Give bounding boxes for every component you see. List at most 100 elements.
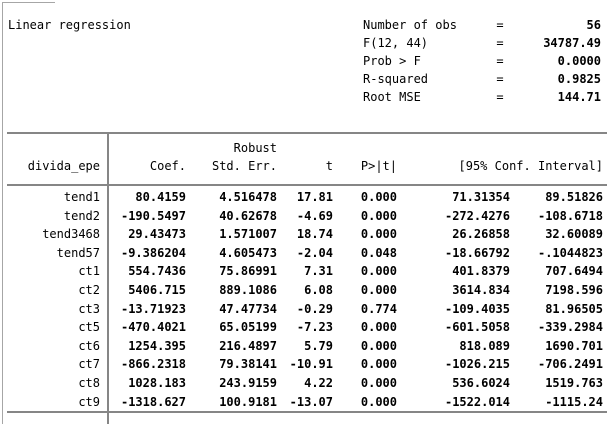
table-header-rule	[7, 184, 607, 186]
std-err-cell: 4.516478	[219, 190, 277, 204]
summary-stats-block: Number of obs = 56 F(12, 44) = 34787.49 …	[363, 16, 601, 106]
ci-lower-cell: 71.31354	[452, 190, 510, 204]
window-border-top	[2, 2, 55, 3]
p-value-cell: 0.000	[360, 375, 397, 390]
ci-lower-cell: 3614.834	[452, 282, 510, 297]
var-name-cell: ct7	[78, 357, 100, 372]
ci-upper-cell: 1519.763	[545, 375, 603, 390]
var-name-cell: ct6	[78, 338, 100, 353]
stat-label: R-squared	[363, 72, 429, 86]
var-name-cell: tend3468	[42, 227, 100, 242]
std-err-cell: 65.05199	[219, 320, 277, 335]
coef-row: tend1 80.4159 4.516478 17.81 0.000 71.31…	[0, 188, 603, 207]
coef-row: ct1 554.7436 75.86991 7.31 0.000 401.837…	[0, 262, 603, 281]
t-stat-cell: 5.79	[304, 338, 333, 353]
ci-lower-cell: -1522.014	[444, 394, 510, 409]
equals-sign: =	[496, 72, 504, 86]
std-err-cell: 100.9181	[219, 394, 277, 409]
ci-upper-cell: 81.96505	[545, 301, 603, 316]
var-name-cell: ct5	[78, 320, 100, 335]
std-err-cell: 243.9159	[219, 375, 277, 390]
t-stat-cell: -2.04	[296, 245, 333, 260]
ci-upper-cell: -1115.24	[545, 394, 603, 409]
stat-label: Prob > F	[363, 54, 421, 68]
ci-lower-cell: 26.26858	[452, 227, 510, 242]
t-stat-cell: 17.81	[296, 190, 333, 204]
t-stat-cell: 6.08	[304, 282, 333, 297]
p-value-cell: 0.000	[360, 338, 397, 353]
empty-cell	[0, 139, 100, 157]
ci-upper-cell: -339.2984	[537, 320, 603, 335]
table-column-divider	[107, 132, 109, 424]
coef-row: tend3468 29.43473 1.571007 18.74 0.000 2…	[0, 225, 603, 244]
stat-row: Root MSE = 144.71	[363, 88, 601, 106]
coef-cell: 80.4159	[135, 190, 186, 204]
coef-cell: 1028.183	[128, 375, 186, 390]
empty-cell	[100, 139, 186, 157]
ci-upper-cell: -108.6718	[537, 208, 603, 223]
col-header-std-err: Std. Err.	[211, 159, 277, 173]
table-header: Robust divida_epe Coef. Std. Err. t P>|t…	[0, 139, 603, 175]
std-err-cell: 40.62678	[219, 208, 277, 223]
stat-row: Prob > F = 0.0000	[363, 52, 601, 70]
var-name-cell: ct9	[78, 394, 100, 409]
p-value-cell: 0.000	[360, 320, 397, 335]
std-err-cell: 79.38141	[219, 357, 277, 372]
var-name-cell: ct8	[78, 375, 100, 390]
t-stat-cell: 4.22	[304, 375, 333, 390]
ci-lower-cell: 818.089	[459, 338, 510, 353]
robust-label: Robust	[233, 141, 277, 155]
t-stat-cell: -4.69	[296, 208, 333, 223]
stat-label: Number of obs	[363, 18, 457, 32]
p-value-cell: 0.000	[360, 227, 397, 242]
t-stat-cell: -10.91	[289, 357, 333, 372]
table-top-rule	[7, 132, 607, 134]
p-value-cell: 0.000	[360, 264, 397, 279]
p-value-cell: 0.000	[360, 190, 397, 204]
std-err-cell: 4.605473	[219, 245, 277, 260]
ci-upper-cell: 1690.701	[545, 338, 603, 353]
stat-value: 0.9825	[557, 72, 601, 86]
std-err-cell: 75.86991	[219, 264, 277, 279]
var-name-cell: tend1	[63, 190, 100, 204]
coef-cell: -866.2318	[120, 357, 186, 372]
equals-sign: =	[496, 18, 504, 32]
col-header-conf-interval: [95% Conf. Interval]	[458, 159, 604, 173]
coef-row: ct9 -1318.627 100.9181 -13.07 0.000 -152…	[0, 393, 603, 412]
ci-lower-cell: 536.6024	[452, 375, 510, 390]
ci-lower-cell: -109.4035	[444, 301, 510, 316]
ci-upper-cell: -706.2491	[537, 357, 603, 372]
stat-value: 0.0000	[557, 54, 601, 68]
stat-row: Number of obs = 56	[363, 16, 601, 34]
ci-lower-cell: -601.5058	[444, 320, 510, 335]
ci-upper-cell: 7198.596	[545, 282, 603, 297]
window-border-left	[2, 2, 3, 424]
var-name-cell: ct3	[78, 301, 100, 316]
coef-cell: 554.7436	[128, 264, 186, 279]
std-err-cell: 889.1086	[219, 282, 277, 297]
p-value-cell: 0.000	[360, 282, 397, 297]
p-value-cell: 0.000	[360, 394, 397, 409]
depvar-label: divida_epe	[27, 159, 100, 173]
p-value-cell: 0.048	[360, 245, 397, 260]
table-header-overline-row: Robust	[0, 139, 603, 157]
table-header-labels-row: divida_epe Coef. Std. Err. t P>|t| [95% …	[0, 157, 603, 175]
empty-cell	[333, 139, 397, 157]
ci-lower-cell: 401.8379	[452, 264, 510, 279]
var-name-cell: tend57	[56, 245, 100, 260]
coef-cell: 5406.715	[128, 282, 186, 297]
coef-row: ct3 -13.71923 47.47734 -0.29 0.774 -109.…	[0, 300, 603, 319]
coef-cell: 29.43473	[128, 227, 186, 242]
ci-lower-cell: -18.66792	[444, 245, 510, 260]
coef-row: ct5 -470.4021 65.05199 -7.23 0.000 -601.…	[0, 318, 603, 337]
coef-cell: -13.71923	[120, 301, 186, 316]
ci-lower-cell: -272.4276	[444, 208, 510, 223]
empty-cell	[277, 139, 333, 157]
ci-upper-cell: 707.6494	[545, 264, 603, 279]
stat-value: 56	[586, 18, 601, 32]
std-err-cell: 216.4897	[219, 338, 277, 353]
coefficient-table-body: tend1 80.4159 4.516478 17.81 0.000 71.31…	[0, 188, 603, 411]
coef-cell: -9.386204	[120, 245, 186, 260]
coef-row: ct7 -866.2318 79.38141 -10.91 0.000 -102…	[0, 355, 603, 374]
